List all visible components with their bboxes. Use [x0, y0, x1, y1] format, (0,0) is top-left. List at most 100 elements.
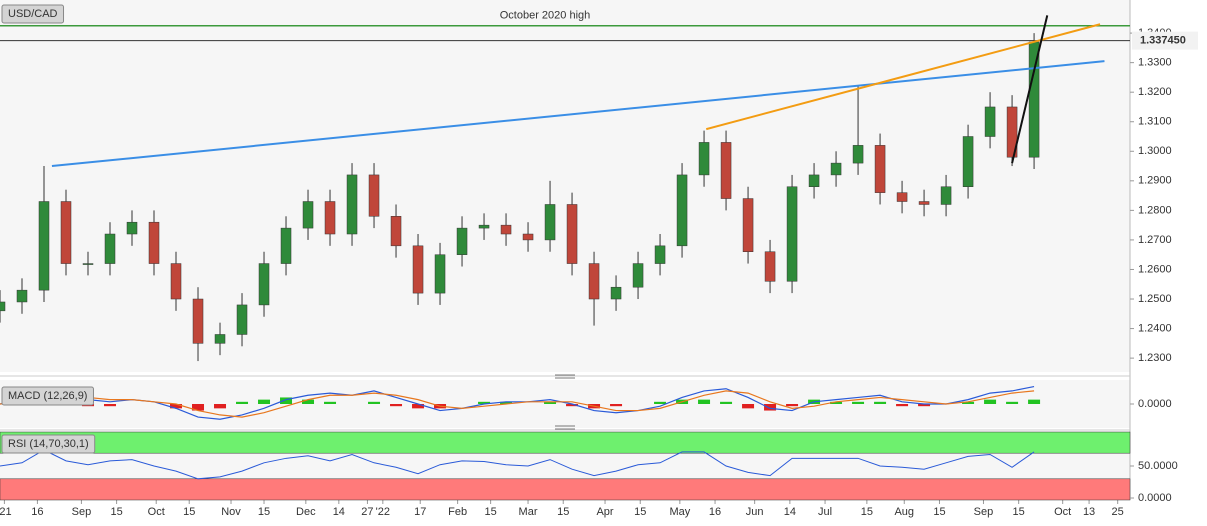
macd-panel [0, 380, 1130, 428]
y-tick-label: 1.2900 [1138, 175, 1172, 187]
candle-body [236, 304, 248, 335]
candle-body [170, 263, 182, 300]
y-tick-label: 0.0000 [1138, 398, 1172, 410]
candle-body [874, 145, 886, 193]
y-tick-label: 50.0000 [1138, 460, 1178, 472]
histogram-bar [742, 404, 755, 409]
y-tick-label: 1.2800 [1138, 204, 1172, 216]
panel-label-box [1, 386, 94, 406]
histogram-bar [302, 399, 315, 404]
candle-body [852, 145, 864, 164]
y-tick-label: 1.2400 [1138, 322, 1172, 334]
histogram-bar [852, 401, 865, 404]
histogram-bar [764, 404, 777, 411]
x-tick-label: Sep [974, 506, 994, 518]
x-tick-label: Sep [72, 506, 92, 518]
candle-body [654, 245, 666, 264]
histogram-bar [500, 401, 513, 404]
price-panel [0, 0, 1130, 372]
candle-body [368, 174, 380, 217]
histogram-bar [918, 404, 931, 407]
histogram-bar [478, 401, 491, 404]
histogram-bar [170, 404, 183, 409]
candle-body [544, 204, 556, 241]
y-tick-label: 1.3000 [1138, 145, 1172, 157]
histogram-bar [280, 397, 293, 404]
candle-body [808, 174, 820, 187]
macd-line [0, 390, 1035, 418]
candle-body [984, 106, 996, 137]
candle-body [918, 201, 930, 205]
trend-line [51, 60, 1105, 168]
candle-body [676, 174, 688, 247]
x-tick-label: '22 [376, 506, 390, 518]
candle-body [302, 201, 314, 229]
candle-body [148, 221, 160, 264]
x-tick-label: 17 [414, 506, 426, 518]
candle-body [940, 186, 952, 205]
candle-body [346, 174, 358, 235]
x-tick-label: 16 [709, 506, 721, 518]
x-tick-label: 27 [361, 506, 373, 518]
trend-line [705, 23, 1101, 131]
x-tick-label: 15 [933, 506, 945, 518]
candle-body [214, 334, 226, 344]
x-tick-label: 16 [31, 506, 43, 518]
histogram-bar [544, 401, 557, 404]
x-tick-label: 15 [861, 506, 873, 518]
x-tick-label: 15 [258, 506, 270, 518]
x-tick-label: Aug [894, 506, 914, 518]
candle-body [258, 263, 270, 306]
histogram-bar [324, 401, 337, 404]
last-price-badge [1132, 31, 1198, 50]
candle-body [38, 201, 50, 291]
y-tick-label: 1.2500 [1138, 293, 1172, 305]
candle-body [610, 286, 622, 300]
panel-title: MACD (12,26,9) [8, 390, 87, 402]
candle-body [698, 142, 710, 176]
y-tick-label: 0.0000 [1138, 492, 1172, 504]
x-tick-label: 13 [1083, 506, 1095, 518]
histogram-bar [258, 399, 271, 404]
candle-body [588, 263, 600, 300]
panel-title: USD/CAD [8, 8, 58, 20]
histogram-bar [720, 401, 733, 404]
x-tick-label: '21 [0, 506, 12, 518]
candle-body [192, 298, 204, 344]
histogram-bar [566, 404, 579, 407]
histogram-bar [984, 399, 997, 404]
y-tick-label: 1.3100 [1138, 116, 1172, 128]
histogram-bar [830, 401, 843, 404]
histogram-bar [610, 404, 623, 407]
oversold-zone [0, 478, 1131, 501]
panel-title: RSI (14,70,30,1) [8, 438, 89, 450]
y-tick-label: 1.2600 [1138, 263, 1172, 275]
candle-body [632, 263, 644, 288]
x-tick-label: Nov [221, 506, 241, 518]
x-tick-label: Oct [1054, 506, 1071, 518]
candle-body [324, 201, 336, 235]
histogram-bar [962, 401, 975, 404]
candle-body [104, 233, 116, 264]
histogram-bar [390, 404, 403, 407]
histogram-bar [412, 404, 425, 409]
y-tick-label: 1.2300 [1138, 352, 1172, 364]
resize-handle[interactable] [555, 374, 575, 430]
panel-label: MACD (12,26,9) [1, 386, 94, 406]
candle-body [962, 136, 974, 187]
histogram-bar [1006, 401, 1019, 404]
histogram-bar [874, 401, 887, 404]
candle-body [412, 245, 424, 294]
x-tick-label: Apr [596, 506, 613, 518]
candle-body [522, 233, 534, 241]
candle-body [720, 142, 732, 199]
level-label: October 2020 high [500, 10, 591, 22]
panel-label-box [1, 434, 96, 454]
x-tick-label: 25 [1112, 506, 1124, 518]
x-tick-label: 15 [183, 506, 195, 518]
histogram-bar [786, 404, 799, 407]
panel-label-box [1, 4, 65, 24]
histogram-bar [698, 399, 711, 404]
histogram-bar [236, 401, 249, 404]
y-tick-label: 1.2700 [1138, 234, 1172, 246]
